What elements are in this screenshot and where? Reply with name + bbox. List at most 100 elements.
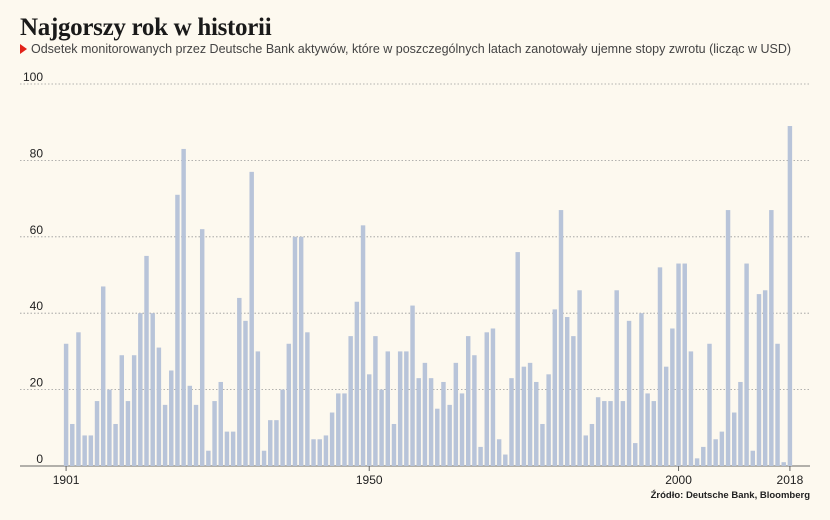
bar-1946: [342, 393, 347, 466]
bar-1950: [367, 374, 372, 466]
bar-2007: [719, 431, 725, 466]
bar-1972: [503, 454, 508, 466]
bar-1990: [614, 290, 619, 466]
bar-1937: [286, 343, 292, 466]
bar-1996: [651, 401, 657, 466]
bar-2018: [787, 126, 793, 467]
bar-1986: [589, 423, 595, 466]
bar-1978: [540, 423, 545, 466]
bar-1918: [169, 370, 174, 466]
bar-2010: [738, 381, 743, 466]
bar-1927: [224, 431, 230, 466]
bar-1960: [428, 378, 434, 466]
bar-1901: [63, 343, 69, 466]
bar-1974: [515, 252, 520, 466]
bar-2004: [701, 446, 706, 466]
bar-1989: [608, 401, 613, 466]
bar-2009: [732, 412, 737, 466]
bar-1969: [484, 332, 489, 466]
bar-2017: [781, 462, 786, 466]
bar-1908: [107, 389, 112, 466]
bar-1938: [292, 236, 298, 466]
bar-1940: [305, 332, 310, 466]
bar-1956: [404, 351, 409, 466]
bar-1919: [175, 194, 180, 466]
bar-1905: [88, 435, 94, 466]
bar-1944: [329, 412, 335, 466]
bar-1997: [657, 267, 663, 466]
bar-1993: [633, 443, 638, 466]
bar-1953: [385, 351, 391, 466]
chart-title: Najgorszy rok w historii: [20, 14, 272, 41]
bar-2012: [750, 450, 756, 466]
bar-1979: [546, 374, 551, 466]
bar-1957: [410, 305, 415, 466]
bar-2000: [676, 263, 681, 466]
y-tick-label: 20: [30, 376, 44, 390]
x-tick-label: 2018: [777, 473, 804, 487]
bar-1961: [435, 408, 440, 466]
bar-1973: [509, 378, 514, 466]
bar-1913: [138, 313, 143, 466]
bar-1967: [472, 355, 477, 466]
bar-1949: [360, 225, 366, 466]
bar-2001: [682, 263, 687, 466]
bar-1998: [663, 366, 669, 466]
bar-1925: [212, 401, 217, 466]
bar-1987: [595, 397, 601, 466]
bar-1903: [76, 332, 81, 466]
bar-1952: [379, 389, 384, 466]
bar-1930: [243, 320, 248, 466]
bar-1912: [131, 355, 137, 466]
bar-1964: [453, 362, 459, 466]
bar-1965: [459, 393, 465, 466]
bar-1902: [70, 423, 75, 466]
bar-1920: [181, 148, 186, 466]
bar-1922: [193, 404, 199, 466]
bar-1917: [162, 404, 168, 466]
chart-subtitle-text: Odsetek monitorowanych przez Deutsche Ba…: [31, 42, 792, 56]
bar-1963: [447, 404, 452, 466]
bar-2003: [694, 458, 700, 466]
red-triangle-icon: [20, 44, 27, 54]
bar-1968: [478, 446, 483, 466]
bar-1977: [534, 381, 539, 466]
bar-1945: [336, 393, 341, 466]
bar-1980: [552, 309, 558, 466]
chart-source: Źródło: Deutsche Bank, Bloomberg: [650, 490, 810, 501]
bar-1988: [602, 401, 607, 466]
bar-1955: [397, 351, 403, 466]
bar-1991: [620, 401, 626, 466]
bar-1936: [280, 389, 285, 466]
bar-2002: [688, 351, 694, 466]
bar-1909: [113, 423, 118, 466]
bar-1926: [218, 381, 223, 466]
bar-1921: [187, 385, 193, 466]
bar-1959: [422, 362, 428, 466]
bar-2011: [744, 263, 749, 466]
x-tick-label: 1901: [53, 473, 80, 487]
bar-1975: [521, 366, 527, 466]
bar-1971: [496, 439, 502, 466]
bar-1941: [311, 439, 316, 466]
bar-1932: [255, 351, 261, 466]
bar-1924: [206, 450, 211, 466]
y-axis: 0 20 40 60 80 100: [23, 70, 43, 466]
y-tick-label: 40: [30, 299, 44, 313]
bar-1915: [150, 313, 155, 466]
bar-1906: [94, 401, 100, 466]
bar-1966: [465, 336, 471, 466]
bar-1962: [441, 381, 446, 466]
bar-1992: [626, 320, 632, 466]
bar-1933: [261, 450, 267, 466]
bar-1939: [298, 236, 304, 466]
bar-1934: [268, 420, 273, 466]
bar-1935: [274, 420, 279, 466]
bar-1983: [571, 336, 576, 466]
chart-subtitle: Odsetek monitorowanych przez Deutsche Ba…: [20, 42, 791, 56]
bar-1958: [416, 378, 421, 466]
x-tick-label: 2000: [665, 473, 692, 487]
bar-2005: [707, 343, 712, 466]
x-axis: 1901 1950 2000 2018: [53, 466, 804, 487]
